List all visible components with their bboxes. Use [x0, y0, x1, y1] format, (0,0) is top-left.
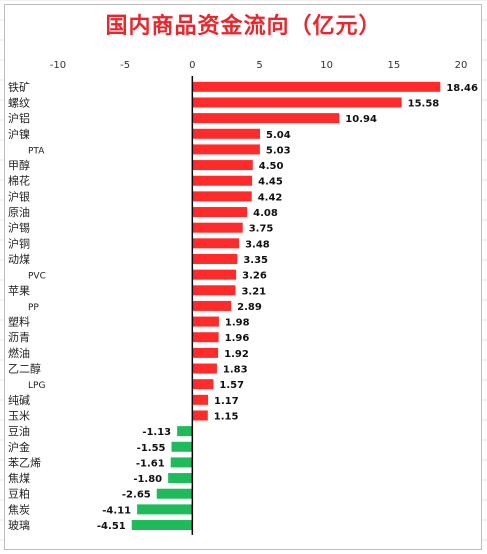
bar [192, 253, 238, 264]
x-tick-label: -10 [50, 60, 66, 71]
data-label: -1.13 [142, 427, 171, 438]
data-label: -4.11 [102, 505, 131, 516]
category-label: PTA [28, 146, 45, 156]
data-label: 3.48 [245, 239, 270, 250]
bar [192, 410, 208, 421]
bar [131, 520, 193, 531]
data-label: 18.46 [446, 83, 478, 94]
bar [192, 222, 243, 233]
data-label: 5.03 [266, 145, 291, 156]
data-label: 1.96 [225, 333, 250, 344]
bar [192, 332, 219, 343]
data-label: 2.89 [237, 302, 262, 313]
category-label: 铁矿 [8, 81, 30, 94]
category-label: 苹果 [8, 283, 30, 297]
bar [192, 113, 340, 124]
bar [192, 285, 236, 296]
data-label: 4.42 [258, 192, 283, 203]
x-tick-label: -5 [120, 60, 130, 71]
bar [168, 473, 193, 484]
category-label: 玉米 [8, 409, 30, 422]
bar [171, 441, 193, 452]
bar [192, 175, 253, 186]
x-tick-label: 20 [455, 60, 468, 71]
category-label: 沪锡 [8, 221, 30, 235]
data-label: -2.65 [122, 490, 151, 501]
x-tick-label: 15 [387, 60, 400, 71]
category-label: 豆粕 [8, 487, 30, 501]
data-label: -1.80 [133, 474, 162, 485]
category-label: 沥青 [8, 331, 30, 344]
data-label: -1.61 [136, 458, 165, 469]
x-tick-label: 5 [256, 60, 262, 71]
category-label: 沪银 [8, 189, 30, 203]
bar [137, 504, 193, 515]
data-label: 4.50 [259, 161, 284, 172]
category-label: 焦炭 [8, 503, 30, 516]
category-label: 动煤 [8, 253, 30, 266]
category-label: 沪镍 [8, 127, 30, 141]
category-label: 乙二醇 [8, 362, 41, 376]
bar [192, 379, 214, 390]
category-label: 苯乙烯 [8, 455, 41, 469]
data-label: 10.94 [345, 114, 377, 125]
bar [192, 269, 237, 280]
bar [192, 207, 248, 218]
bar [192, 238, 240, 249]
data-label: 1.17 [214, 396, 239, 407]
category-label: 沪金 [8, 440, 30, 454]
data-label: -1.55 [137, 443, 166, 454]
category-label: 沪铝 [8, 111, 30, 125]
data-label: 1.15 [214, 411, 239, 422]
category-label: 原油 [8, 205, 30, 219]
data-label: 3.35 [243, 255, 268, 266]
category-label: 螺纹 [8, 95, 30, 109]
bar [192, 394, 209, 405]
category-label: PVC [28, 272, 46, 282]
category-label: 甲醇 [8, 158, 30, 172]
data-label: 1.57 [219, 380, 244, 391]
category-label: 沪铜 [8, 236, 30, 250]
category-label: 玻璃 [8, 518, 30, 532]
data-label: 4.08 [253, 208, 278, 219]
bar [156, 488, 193, 499]
category-label: 焦煤 [8, 472, 30, 485]
data-label: 4.45 [258, 177, 283, 188]
bar [192, 300, 232, 311]
data-label: -4.51 [97, 521, 126, 532]
data-label: 3.26 [242, 271, 267, 282]
bar [192, 81, 441, 92]
data-label: 15.58 [408, 98, 440, 109]
data-label: 1.98 [225, 318, 250, 329]
category-label: 燃油 [8, 346, 30, 360]
bar [192, 160, 253, 171]
bar [192, 316, 219, 327]
category-label: PP [28, 303, 39, 313]
x-tick-label: 0 [189, 60, 195, 71]
chart-title: 国内商品资金流向（亿元） [105, 14, 382, 39]
data-label: 1.83 [223, 365, 248, 376]
category-label: 豆油 [8, 424, 30, 438]
data-label: 3.75 [249, 224, 274, 235]
bar [170, 457, 193, 468]
bar [192, 347, 219, 358]
bar [192, 144, 260, 155]
bar [177, 426, 193, 437]
bar [192, 363, 217, 374]
data-label: 5.04 [266, 130, 291, 141]
bar [192, 128, 261, 139]
chart-frame [4, 4, 482, 550]
x-tick-label: 10 [320, 60, 333, 71]
data-label: 3.21 [241, 286, 266, 297]
category-label: 塑料 [8, 315, 30, 329]
category-label: 棉花 [8, 174, 30, 188]
bar [192, 191, 252, 202]
data-label: 1.92 [224, 349, 249, 360]
bar [192, 97, 402, 108]
category-label: LPG [28, 381, 45, 391]
category-label: 纯碱 [8, 394, 30, 407]
